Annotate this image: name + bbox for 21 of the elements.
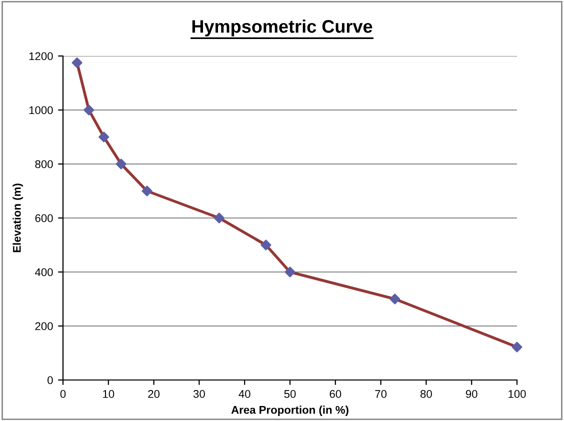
x-tick-label: 80 bbox=[420, 390, 432, 398]
y-axis-title: Elevation (m) bbox=[12, 184, 24, 252]
x-tick-label: 50 bbox=[284, 390, 296, 398]
y-tick-label: 600 bbox=[35, 214, 53, 222]
y-tick-label: 400 bbox=[34, 268, 53, 276]
y-tick-label: 0 bbox=[48, 376, 53, 384]
y-tick-label: 1200 bbox=[29, 52, 53, 60]
chart-title: Hympsometric Curve bbox=[192, 20, 372, 36]
x-axis-title: Area Proportion (in %) bbox=[231, 406, 348, 416]
y-tick-label: 1000 bbox=[29, 106, 53, 114]
x-tick-label: 40 bbox=[238, 390, 250, 398]
x-tick-label: 60 bbox=[330, 390, 342, 398]
x-tick-label: 70 bbox=[375, 390, 387, 398]
x-tick-label: 100 bbox=[508, 390, 526, 398]
x-tick-label: 30 bbox=[193, 390, 205, 398]
x-tick-label: 20 bbox=[148, 390, 160, 398]
x-tick-label: 0 bbox=[60, 390, 66, 398]
y-tick-label: 200 bbox=[35, 322, 53, 330]
x-tick-label: 10 bbox=[103, 390, 114, 398]
x-tick-label: 90 bbox=[466, 390, 478, 398]
y-tick-label: 800 bbox=[35, 160, 53, 168]
